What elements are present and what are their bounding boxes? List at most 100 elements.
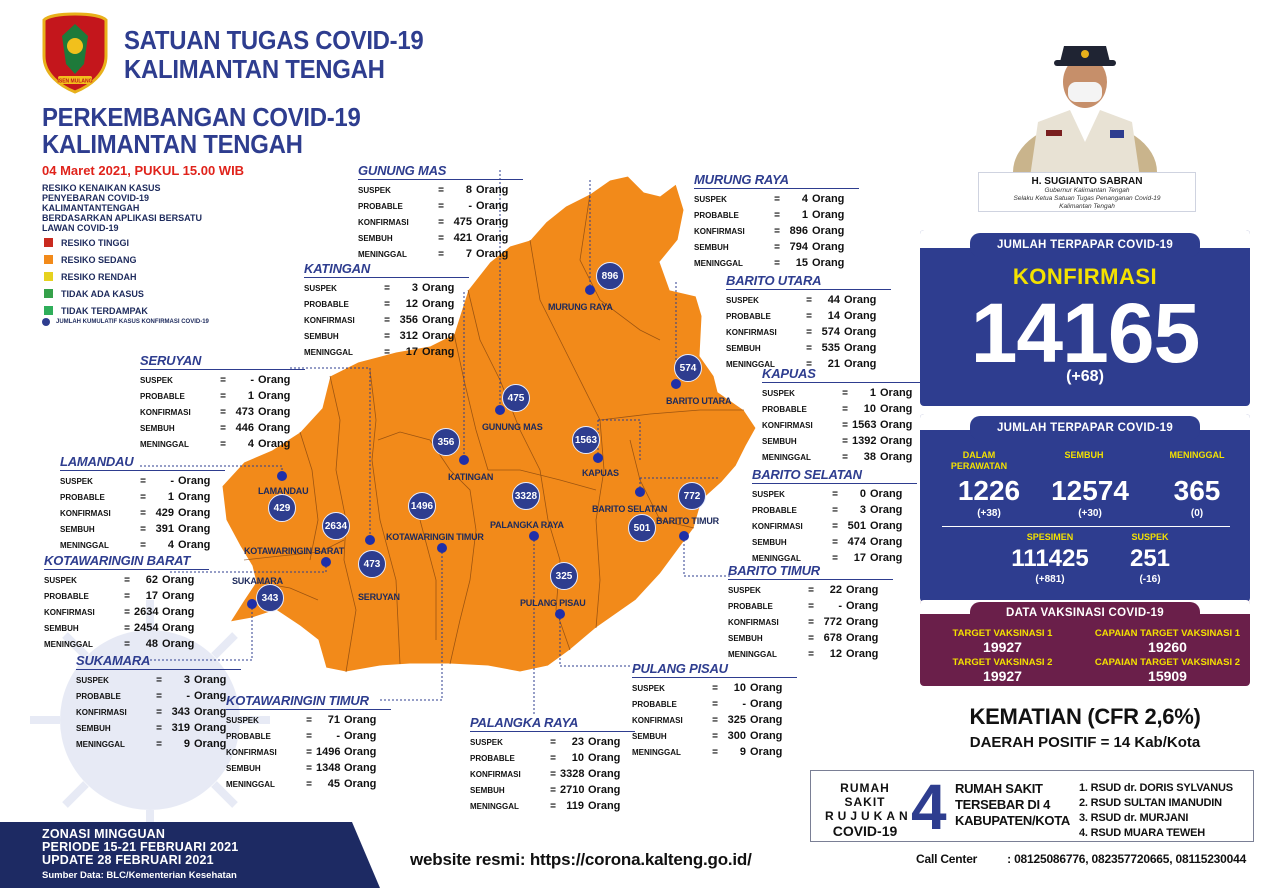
title-line2: KALIMANTAN TENGAH <box>42 129 303 159</box>
stat-eq: = <box>140 539 146 551</box>
stat-row-suspek: SUSPEK = 0 Orang <box>752 486 917 502</box>
stat-row-sembuh: SEMBUH = 421 Orang <box>358 230 523 246</box>
capaian1-label: CAPAIAN TARGET VAKSINASI 1 <box>1094 628 1241 639</box>
stat-eq: = <box>712 730 718 742</box>
dot-kotawaringin-timur[interactable]: 1496 <box>408 492 436 520</box>
stat-eq: = <box>306 746 312 758</box>
dot-lamandau[interactable]: 429 <box>268 494 296 522</box>
legend-dot-label: JUMLAH KUMULATIF KASUS KONFIRMASI COVID-… <box>56 319 209 325</box>
stat-unit: Orang <box>870 536 903 548</box>
stat-eq: = <box>306 778 312 790</box>
dot-kotawaringin-barat[interactable]: 2634 <box>322 512 350 540</box>
stat-value: 473 <box>235 406 254 418</box>
map-label-murung-raya: MURUNG RAYA <box>548 302 613 312</box>
meninggal-delta: (0) <box>1190 508 1204 519</box>
stat-row-sembuh: SEMBUH = 391 Orang <box>60 521 225 537</box>
dot-pulang-pisau[interactable]: 325 <box>550 562 578 590</box>
website-link[interactable]: website resmi: https://corona.kalteng.go… <box>410 850 752 869</box>
region-name: SUKAMARA <box>76 653 241 670</box>
stat-value: 3 <box>183 674 190 686</box>
dot-barito-selatan[interactable]: 501 <box>628 514 656 542</box>
dot-katingan[interactable]: 356 <box>432 428 460 456</box>
stat-row-meninggal: MENINGGAL = 9 Orang <box>632 744 797 760</box>
stat-unit: Orang <box>258 374 291 386</box>
stat-value: 475 <box>453 216 472 228</box>
stat-eq: = <box>774 193 780 205</box>
stat-value: - <box>250 374 254 386</box>
stat-row-probable: PROBABLE = 1 Orang <box>694 207 859 223</box>
governor-role-2: Selaku Ketua Satuan Tugas Penanganan Cov… <box>1013 195 1161 202</box>
stat-eq: = <box>712 698 718 710</box>
stat-key: SEMBUH <box>76 723 111 733</box>
stat-eq: = <box>808 632 814 644</box>
stat-row-probable: PROBABLE = 1 Orang <box>60 489 225 505</box>
stat-row-probable: PROBABLE = 14 Orang <box>726 308 891 324</box>
stat-key: PROBABLE <box>140 391 185 401</box>
stat-eq: = <box>124 590 130 602</box>
stat-key: PROBABLE <box>632 699 677 709</box>
region-name: BARITO TIMUR <box>728 563 893 580</box>
stat-key: MENINGGAL <box>632 747 681 757</box>
stat-row-probable: PROBABLE = - Orang <box>632 696 797 712</box>
dot-kapuas[interactable]: 1563 <box>572 426 600 454</box>
dot-seruyan[interactable]: 473 <box>358 550 386 578</box>
dot-barito-utara[interactable]: 574 <box>674 354 702 382</box>
logo-motto: ISEN MULANG <box>58 79 93 85</box>
stat-value: 1 <box>247 390 254 402</box>
stat-value: 12 <box>829 648 842 660</box>
stat-unit: Orang <box>844 358 877 370</box>
stat-unit: Orang <box>194 706 227 718</box>
stat-unit: Orang <box>588 736 621 748</box>
stat-key: MENINGGAL <box>358 249 407 259</box>
call-center-numbers[interactable]: : 08125086776, 082357720665, 08115230044 <box>1007 852 1247 866</box>
stat-value: - <box>742 698 746 710</box>
stat-eq: = <box>124 574 130 586</box>
map-label-katingan: KATINGAN <box>448 472 494 482</box>
stat-eq: = <box>832 488 838 500</box>
stat-gunung-mas: GUNUNG MAS SUSPEK = 8 Orang PROBABLE = - Orang KO… <box>358 163 523 262</box>
stat-key: KONFIRMASI <box>44 607 95 617</box>
stat-unit: Orang <box>846 616 879 628</box>
region-name: GUNUNG MAS <box>358 163 523 180</box>
dot-murung-raya[interactable]: 896 <box>596 262 624 290</box>
stat-unit: Orang <box>750 682 783 694</box>
legend-label: RESIKO TINGGI <box>61 237 130 248</box>
stat-value: 9 <box>183 738 190 750</box>
spesimen-value: 111425 <box>1011 545 1089 572</box>
sembuh-label: SEMBUH <box>1064 450 1104 460</box>
stat-row-konfirmasi: KONFIRMASI = 343 Orang <box>76 704 241 720</box>
stat-row-konfirmasi: KONFIRMASI = 325 Orang <box>632 712 797 728</box>
dot-sukamara[interactable]: 343 <box>256 584 284 612</box>
perawatan-delta: (+38) <box>977 508 1001 519</box>
stat-eq: = <box>550 752 556 764</box>
dot-palangka-raya[interactable]: 3328 <box>512 482 540 510</box>
stat-eq: = <box>156 738 162 750</box>
stat-key: KONFIRMASI <box>358 217 409 227</box>
dot-marker-icon <box>42 318 50 326</box>
capaian2-value: 15909 <box>1148 668 1187 684</box>
stat-value: 391 <box>155 523 174 535</box>
dot-gunung-mas[interactable]: 475 <box>502 384 530 412</box>
stat-value: 38 <box>863 451 876 463</box>
stat-seruyan: SERUYAN SUSPEK = - Orang PROBABLE = 1 Orang KONFI… <box>140 353 305 452</box>
stat-unit: Orang <box>812 209 845 221</box>
stat-row-suspek: SUSPEK = 62 Orang <box>44 572 209 588</box>
dot-barito-timur[interactable]: 772 <box>678 482 706 510</box>
stat-unit: Orang <box>178 523 211 535</box>
report-date: 04 Maret 2021, PUKUL 15.00 WIB <box>42 163 245 178</box>
sembuh-delta: (+30) <box>1078 508 1102 519</box>
suspek-value: 251 <box>1129 545 1171 572</box>
stat-value: - <box>336 730 340 742</box>
konfirmasi-panel: JUMLAH TERPAPAR COVID-19 KONFIRMASI 1416… <box>920 230 1250 406</box>
stat-row-meninggal: MENINGGAL = 7 Orang <box>358 246 523 262</box>
stat-row-probable: PROBABLE = 3 Orang <box>752 502 917 518</box>
stat-key: SUSPEK <box>694 194 727 204</box>
governor-role-3: Kalimantan Tengah <box>1059 203 1115 210</box>
stat-row-konfirmasi: KONFIRMASI = 501 Orang <box>752 518 917 534</box>
stat-key: SUSPEK <box>728 585 761 595</box>
stat-kotawaringin-timur: KOTAWARINGIN TIMUR SUSPEK = 71 Orang PROBABLE… <box>226 693 391 792</box>
stat-key: PROBABLE <box>60 492 105 502</box>
stat-unit: Orang <box>422 330 455 342</box>
stat-unit: Orang <box>178 491 211 503</box>
stat-eq: = <box>712 714 718 726</box>
